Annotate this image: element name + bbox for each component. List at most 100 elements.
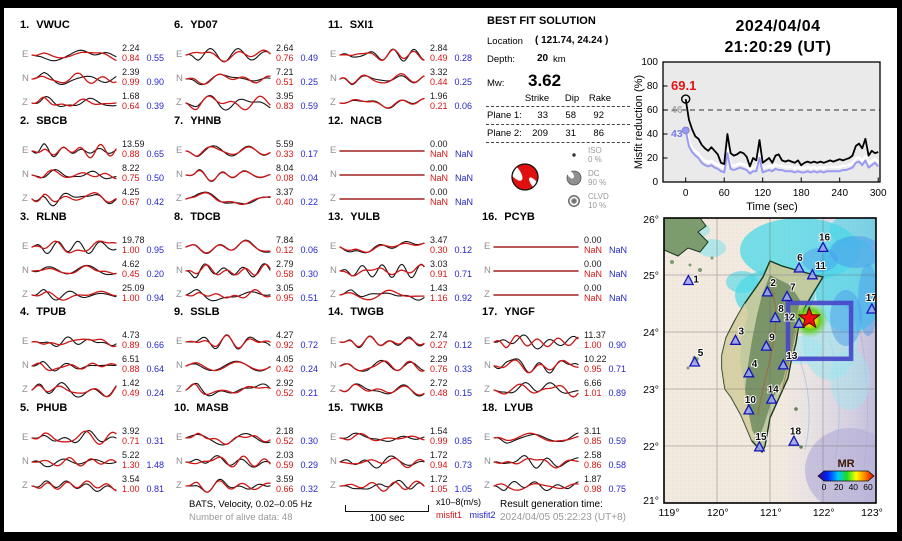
- station-title: 1. VWUC: [20, 19, 70, 31]
- amplitude-value: 4.27: [276, 330, 294, 340]
- misfit1-value: 1.05: [430, 484, 448, 494]
- xtick-0: 0: [683, 188, 689, 199]
- component-label: N: [484, 456, 491, 467]
- lon-120: 120°: [707, 507, 729, 519]
- misfit1-value: 1.00: [122, 245, 140, 255]
- misfit2-value: NaN: [455, 173, 474, 183]
- waveform-trace: [185, 145, 271, 158]
- waveform-trace: [493, 455, 579, 469]
- amplitude-value: 2.29: [430, 354, 448, 364]
- mr-tick-40: 40: [849, 482, 859, 492]
- misfit2-value: 0.75: [608, 484, 627, 494]
- waveform-trace: [493, 270, 579, 272]
- waveform-trace: [185, 455, 271, 468]
- misfit1-value: 0.99: [430, 436, 448, 446]
- map-station-triangle-2: [761, 285, 774, 297]
- fit-values: 13.59 0.88 0.65: [122, 139, 164, 159]
- amplitude-value: 1.43: [430, 283, 448, 293]
- misfit1-value: 0.40: [276, 197, 294, 207]
- misfit1-value: 1.01: [584, 388, 602, 398]
- misfit1-value: NaN: [584, 245, 603, 255]
- misfit1-value: 0.71: [122, 436, 140, 446]
- plane-col-strike: Strike: [524, 93, 550, 104]
- map-station-label-1: 1: [693, 275, 699, 286]
- result-time-label: Result generation time:: [500, 499, 603, 510]
- component-label: E: [176, 336, 183, 347]
- amplitude-value: 13.59: [122, 139, 145, 149]
- waveform-row-SSLB-N: N 4.05 0.42 0.24: [170, 353, 324, 379]
- amplitude-value: 2.39: [122, 67, 140, 77]
- waveform-trace: [31, 264, 117, 276]
- misfit1-value: 0.27: [430, 340, 448, 350]
- component-label: Z: [176, 97, 182, 108]
- station-title: 18. LYUB: [482, 402, 534, 414]
- station-panel-VWUC: 1. VWUC E 2.24 0.84 0.55 N 2.39 0.99 0.90 Z 1.68 0.6…: [16, 19, 170, 119]
- fit-values: 0.00 NaN NaN: [584, 235, 627, 255]
- station-title: 4. TPUB: [20, 306, 67, 318]
- waveform-trace: [31, 96, 117, 108]
- fit-values: 2.74 0.27 0.12: [430, 330, 472, 350]
- station-title: 2. SBCB: [20, 115, 68, 127]
- misfit2-value: 0.85: [454, 436, 473, 446]
- waveform-row-SXI1-E: E 2.84 0.49 0.28: [324, 42, 478, 68]
- misfit-legend: misfit1 misfit2: [436, 510, 496, 520]
- component-label: Z: [176, 193, 182, 204]
- waveform-row-SBCB-E: E 13.59 0.88 0.65: [16, 138, 170, 164]
- component-label: E: [330, 49, 337, 60]
- lat-24: 24°: [643, 327, 659, 339]
- misfit1-value: NaN: [584, 293, 603, 303]
- component-label: E: [330, 241, 337, 252]
- waveform-row-YD07-Z: Z 3.95 0.83 0.59: [170, 90, 324, 116]
- station-panel-YD07: 6. YD07 E 2.64 0.76 0.49 N 7.21 0.51 0.25 Z 3.95 0.8…: [170, 19, 324, 119]
- waveform-row-YULB-N: N 3.03 0.91 0.71: [324, 258, 478, 284]
- station-panel-YNGF: 17. YNGF E 11.37 1.00 0.90 N 10.22 0.95 0.71 Z 6.66…: [478, 306, 632, 406]
- map-station-label-7: 7: [790, 283, 796, 294]
- misfit1-value: 0.76: [430, 364, 448, 374]
- component-label: E: [330, 336, 337, 347]
- reference-misfit-marker: [681, 126, 690, 135]
- station-title: 3. RLNB: [20, 211, 67, 223]
- amplitude-unit-label: x10–8(m/s): [436, 497, 482, 507]
- misfit2-value: 0.59: [608, 436, 627, 446]
- waveform-trace: [185, 73, 271, 86]
- amplitude-value: 8.22: [122, 163, 140, 173]
- ytick-0: 0: [652, 177, 658, 188]
- misfit2-value: 0.06: [454, 101, 473, 111]
- component-label: Z: [330, 97, 336, 108]
- fit-values: 6.51 0.88 0.64: [122, 354, 164, 374]
- map-station-label-12: 12: [784, 313, 796, 324]
- component-label: N: [22, 360, 29, 371]
- component-label: Z: [330, 289, 336, 300]
- component-label: N: [484, 360, 491, 371]
- waveform-row-SBCB-Z: Z 4.25 0.67 0.42: [16, 186, 170, 212]
- waveform-row-VWUC-N: N 2.39 0.99 0.90: [16, 66, 170, 92]
- map-station-label-4: 4: [752, 359, 758, 370]
- misfit1-value: 0.86: [584, 460, 602, 470]
- misfit2-value: 0.95: [146, 245, 165, 255]
- fit-values: 2.72 0.48 0.15: [430, 378, 472, 398]
- component-label: N: [22, 169, 29, 180]
- map-station-label-11: 11: [815, 261, 826, 272]
- station-panel-PHUB: 5. PHUB E 3.92 0.71 0.31 N 5.22 1.30 1.48 Z 3.54 1.0…: [16, 402, 170, 502]
- best-misfit-line: [684, 99, 879, 168]
- amplitude-value: 1.68: [122, 91, 140, 101]
- map-station-triangle-14: [765, 392, 778, 404]
- waveform-row-PHUB-N: N 5.22 1.30 1.48: [16, 449, 170, 475]
- misfit1-value: 0.75: [122, 173, 140, 183]
- fit-values: 0.00 NaN NaN: [584, 283, 627, 303]
- waveform-trace: [339, 359, 425, 372]
- misfit2-value: 0.39: [146, 101, 165, 111]
- misfit1-value: 0.58: [276, 269, 294, 279]
- mw-label: Mw:: [487, 78, 505, 89]
- misfit1-value: 0.76: [276, 53, 294, 63]
- fit-values: 3.95 0.83 0.59: [276, 91, 318, 111]
- amplitude-value: 2.72: [430, 378, 448, 388]
- fit-values: 3.59 0.66 0.32: [276, 474, 318, 494]
- misfit1-value: 0.51: [276, 77, 294, 87]
- component-label: E: [484, 336, 491, 347]
- lat-25: 25°: [643, 270, 659, 282]
- component-label: Z: [330, 193, 336, 204]
- component-label: E: [22, 145, 29, 156]
- station-panel-TPUB: 4. TPUB E 4.73 0.89 0.66 N 6.51 0.88 0.64 Z 1.42 0.4…: [16, 306, 170, 406]
- map-station-label-16: 16: [819, 233, 831, 244]
